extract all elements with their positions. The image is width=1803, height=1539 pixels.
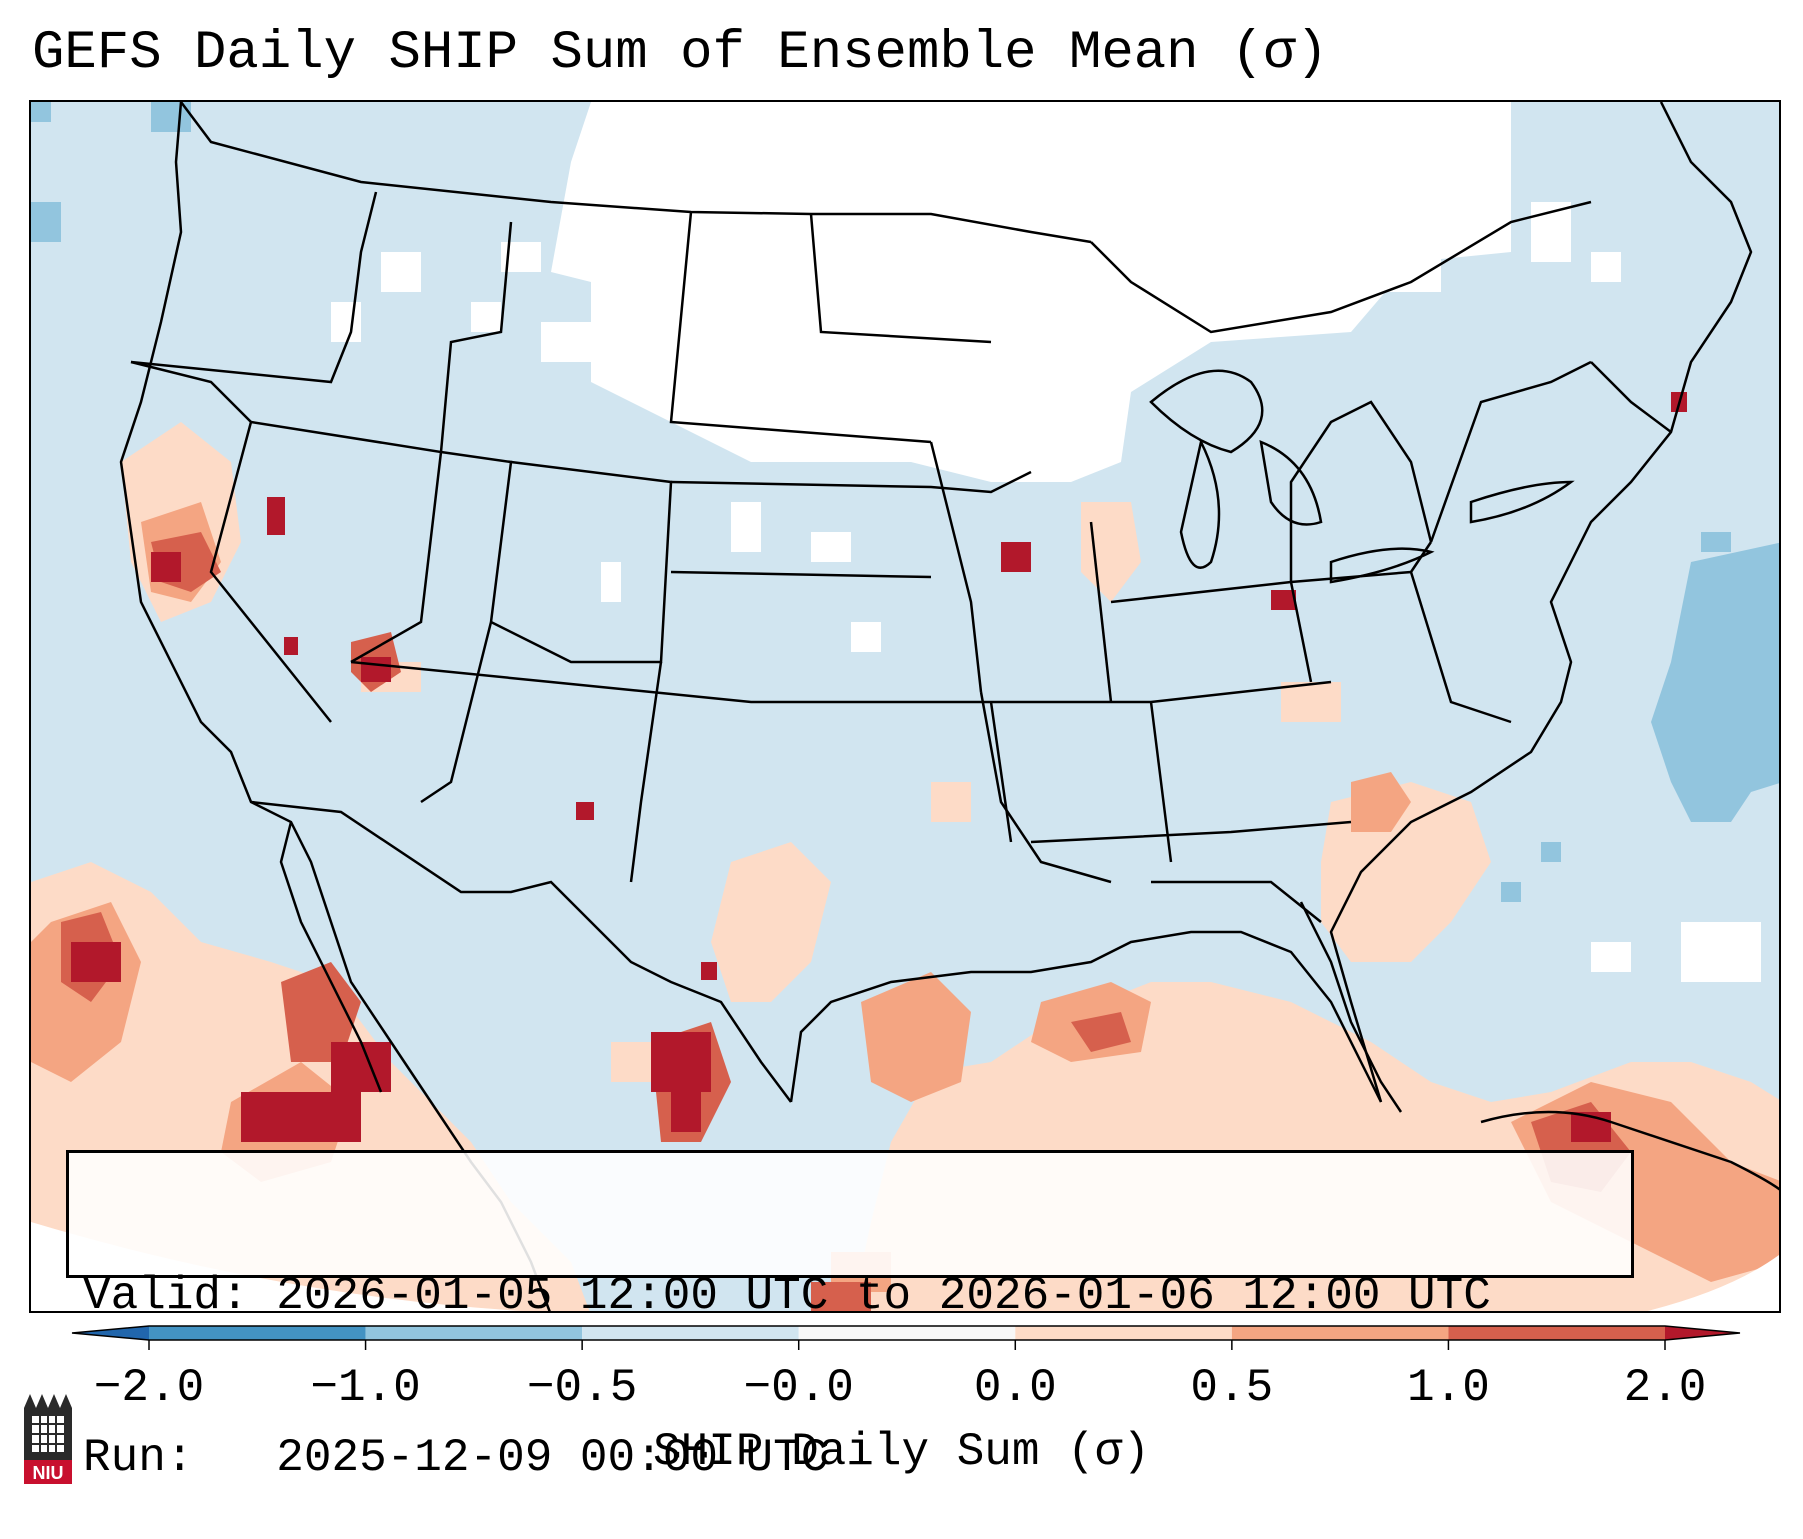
very-strong-positive-field: [71, 392, 1687, 1142]
colorbar-tick-label: 1.0: [1407, 1362, 1490, 1414]
valid-label: Valid:: [83, 1270, 249, 1322]
run-value: 2025-12-09 00:00 UTC: [276, 1432, 829, 1484]
political-boundaries: [119, 102, 1779, 1311]
near-zero-field: [331, 102, 1761, 982]
map-canvas: [31, 102, 1779, 1311]
valid-run-infobox: Valid: 2026-01-05 12:00 UTC to 2026-01-0…: [66, 1150, 1634, 1484]
colorbar-tick-label: −1.0: [310, 1362, 421, 1414]
valid-value: 2026-01-05 12:00 UTC to 2026-01-06 12:00…: [276, 1270, 1491, 1322]
map-panel[interactable]: [29, 100, 1781, 1313]
colorbar-tick-label: −2.0: [93, 1362, 205, 1414]
map-title: GEFS Daily SHIP Sum of Ensemble Mean (σ): [32, 23, 1329, 84]
run-label: Run:: [83, 1432, 194, 1484]
valid-line: Valid: 2026-01-05 12:00 UTC to 2026-01-0…: [83, 1269, 1617, 1323]
niu-logo: NIU: [24, 1394, 72, 1484]
colorbar-label: SHIP Daily Sum (σ): [653, 1426, 1150, 1478]
logo-text: NIU: [33, 1463, 64, 1483]
off-domain-area: [31, 1222, 1779, 1311]
colorbar-tick-label: −0.0: [743, 1362, 854, 1414]
colorbar-tick-label: −0.5: [526, 1362, 638, 1414]
colorbar-tick-label: 2.0: [1623, 1362, 1707, 1414]
negative-field: [31, 102, 1779, 902]
run-line: Run: 2025-12-09 00:00 UTC: [83, 1431, 1617, 1485]
colorbar-tick-label: 0.5: [1190, 1362, 1274, 1414]
colorbar-extend-max: [1665, 1326, 1740, 1340]
colorbar-tick-label: 0.0: [973, 1362, 1057, 1414]
